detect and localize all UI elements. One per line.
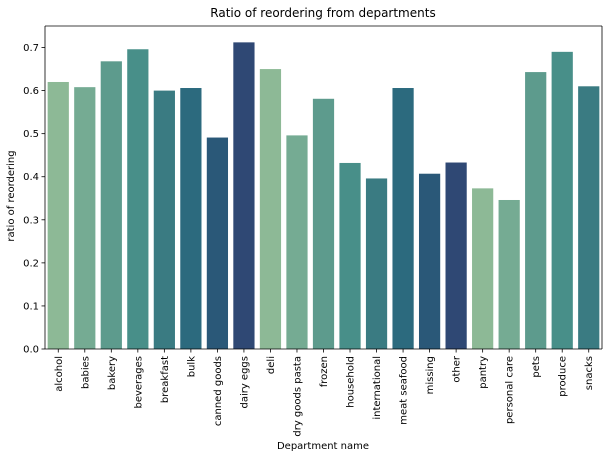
- x-tick-label: bulk: [186, 356, 197, 377]
- bars-group: [47, 42, 600, 350]
- bar-frozen: [312, 98, 335, 349]
- x-tick-label: pantry: [478, 356, 489, 389]
- x-tick-label: alcohol: [54, 356, 65, 392]
- y-axis-ticks: 0.0 0.1 0.2 0.3 0.4 0.5 0.6 0.7: [23, 43, 45, 356]
- x-tick-label: deli: [266, 356, 277, 374]
- bar-personal-care: [498, 199, 520, 349]
- bar-snacks: [578, 86, 600, 349]
- x-tick-label: meat seafood: [399, 356, 410, 425]
- y-tick-label: 0.4: [23, 172, 39, 183]
- x-tick-label: produce: [558, 356, 569, 397]
- bar-pantry: [472, 188, 494, 349]
- y-tick-label: 0.0: [23, 345, 39, 356]
- x-tick-label: dry goods pasta: [292, 356, 303, 437]
- bar-dairy-eggs: [233, 42, 255, 350]
- bar-babies: [74, 87, 96, 349]
- bar-produce: [551, 51, 573, 350]
- bar-breakfast: [153, 90, 175, 349]
- x-tick-label: babies: [80, 356, 91, 389]
- bar-alcohol: [47, 81, 69, 349]
- y-tick-label: 0.6: [23, 86, 39, 97]
- x-tick-label: pets: [531, 356, 542, 378]
- bar-canned-goods: [206, 137, 229, 349]
- y-tick-label: 0.5: [23, 129, 39, 140]
- x-tick-label: beverages: [133, 356, 144, 409]
- x-tick-label: dairy eggs: [239, 356, 250, 409]
- bar-beverages: [127, 49, 149, 349]
- bar-bakery: [100, 61, 122, 349]
- x-tick-label: snacks: [584, 356, 595, 390]
- bar-bulk: [180, 88, 202, 350]
- x-tick-label: household: [346, 356, 357, 408]
- x-tick-label: personal care: [505, 356, 516, 424]
- bar-pets: [525, 72, 547, 350]
- x-axis-ticks: alcohol babies bakery beverages breakfast bul…: [54, 349, 595, 437]
- y-tick-label: 0.3: [23, 215, 39, 226]
- bar-meat-seafood: [392, 88, 414, 350]
- x-tick-label: breakfast: [160, 356, 171, 403]
- x-tick-label: other: [452, 355, 463, 383]
- y-tick-label: 0.2: [23, 258, 39, 269]
- x-tick-label: missing: [425, 356, 436, 394]
- bar-international: [365, 178, 388, 349]
- y-tick-label: 0.1: [23, 301, 39, 312]
- bar-other: [445, 162, 467, 349]
- x-tick-label: international: [372, 356, 383, 420]
- x-tick-label: frozen: [319, 356, 330, 387]
- x-axis-label: Department name: [277, 441, 369, 452]
- x-tick-label: canned goods: [213, 356, 224, 426]
- bar-dry-goods-pasta: [286, 135, 308, 349]
- x-tick-label: bakery: [107, 356, 118, 390]
- bar-deli: [259, 69, 282, 350]
- y-axis-label: ratio of reordering: [6, 150, 17, 241]
- chart-title: Ratio of reordering from departments: [210, 6, 435, 20]
- bar-household: [339, 162, 361, 349]
- y-tick-label: 0.7: [23, 43, 39, 54]
- bar-missing: [418, 173, 441, 349]
